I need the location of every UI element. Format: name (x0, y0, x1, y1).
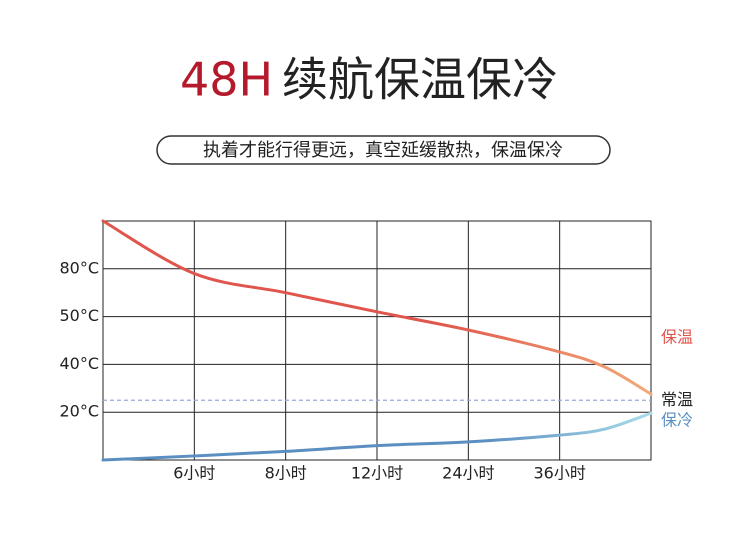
subtitle-pill (156, 135, 611, 165)
title-accent: 48H (180, 53, 273, 107)
x-tick-label: 24小时 (442, 464, 494, 483)
legend-label: 保冷 (661, 411, 693, 430)
series-line (101, 219, 653, 396)
y-tick-label: 20°C (59, 402, 99, 421)
legend-label: 保温 (661, 328, 693, 347)
subtitle: 执着才能行得更远，真空延缓散热，保温保冷 (203, 140, 563, 161)
y-tick-label: 40°C (59, 354, 99, 373)
x-tick-label: 36小时 (533, 464, 585, 483)
series-line (101, 411, 653, 462)
reference-label: 常温 (661, 390, 693, 409)
x-tick-label: 6小时 (173, 464, 215, 483)
y-tick-label: 80°C (59, 258, 99, 277)
x-tick-label: 12小时 (351, 464, 403, 483)
plot-frame (102, 220, 652, 461)
y-tick-label: 50°C (59, 306, 99, 325)
x-tick-label: 8小时 (265, 464, 307, 483)
title: 续航保温保冷 (282, 53, 558, 107)
